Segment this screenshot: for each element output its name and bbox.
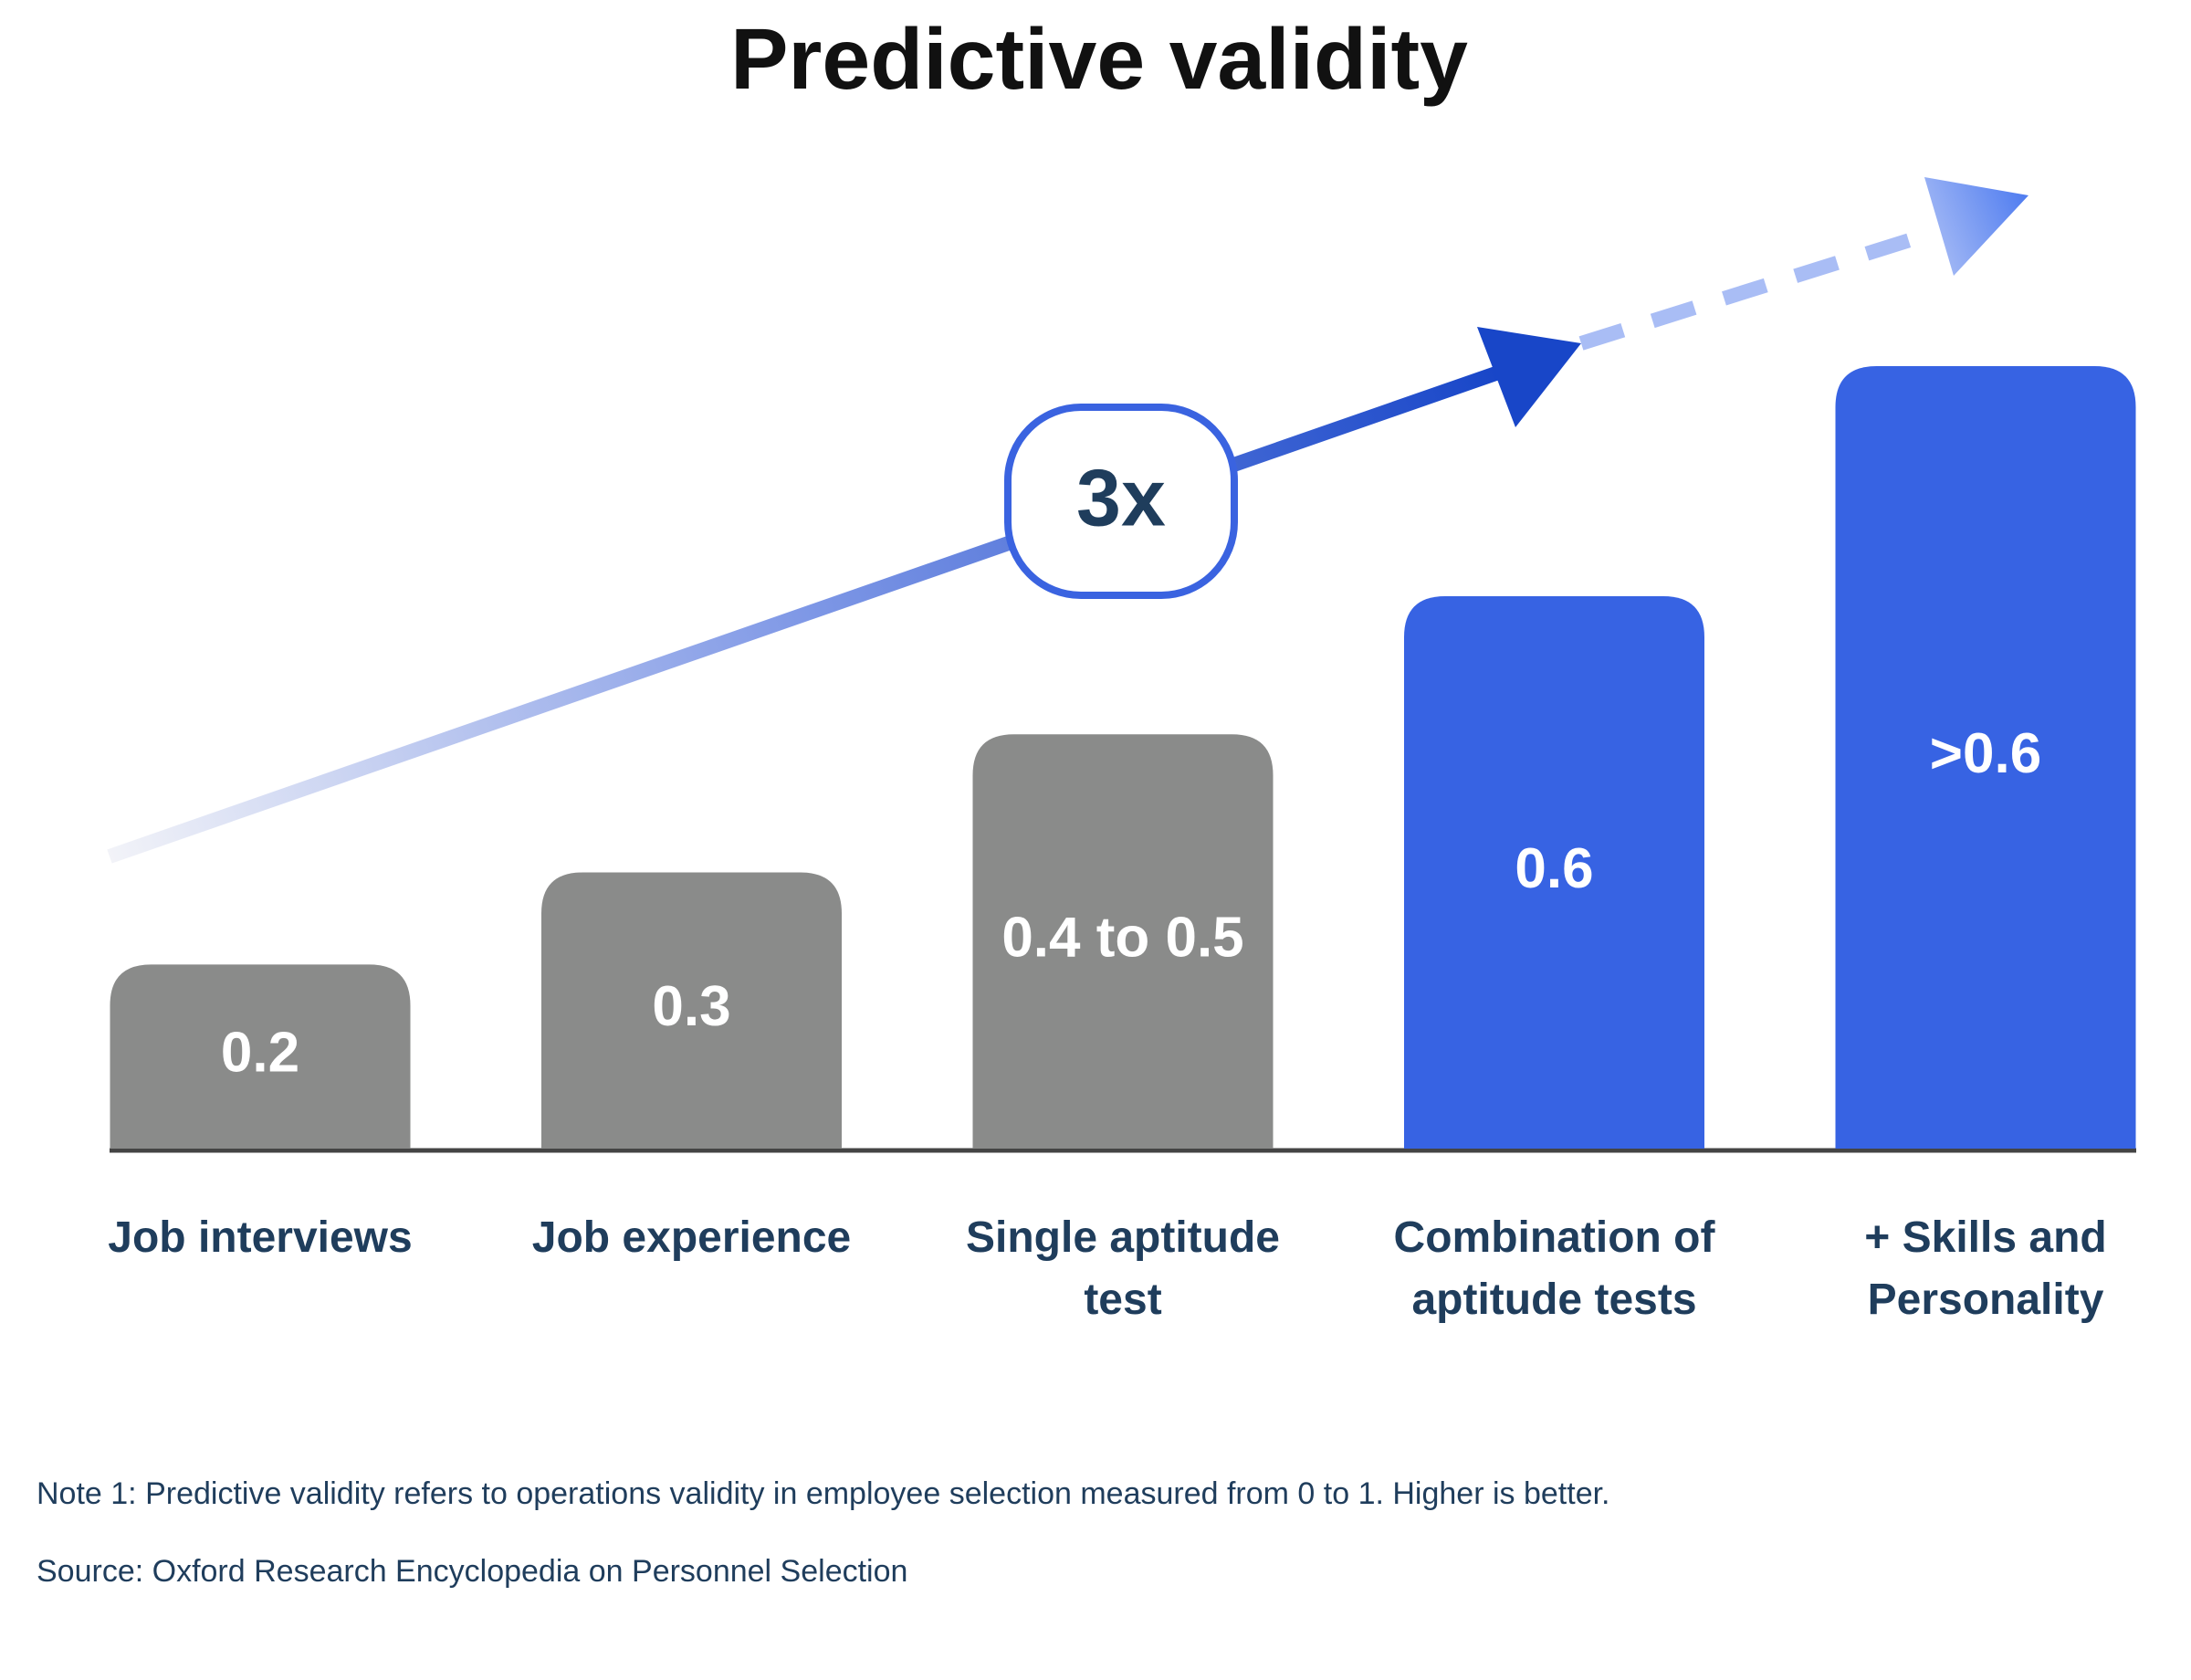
source: Source: Oxford Research Encyclopedia on … xyxy=(37,1554,907,1589)
x-tick-label: + Skills and Personality xyxy=(1864,1213,2107,1324)
bar xyxy=(1404,596,1704,1149)
chart-title: Predictive validity xyxy=(730,11,1468,108)
value-label: 0.3 xyxy=(652,975,730,1038)
arrow-head xyxy=(1477,327,1581,427)
x-tick-label: Combination of aptitude tests xyxy=(1393,1213,1715,1324)
bar xyxy=(541,872,842,1149)
bar xyxy=(110,964,411,1149)
value-label: 0.4 to 0.5 xyxy=(1001,907,1243,970)
annotation-box xyxy=(1004,404,1238,599)
value-label: 0.6 xyxy=(1515,837,1593,900)
note: Note 1: Predictive validity refers to op… xyxy=(37,1476,1610,1511)
bar xyxy=(972,734,1274,1149)
arrow-head xyxy=(1924,177,2029,276)
bar xyxy=(1835,366,2136,1149)
x-tick-label: Single aptitude test xyxy=(965,1213,1280,1324)
x-tick-label: Job experience xyxy=(531,1213,852,1262)
x-tick-label: Job interviews xyxy=(108,1213,413,1262)
value-label: >0.6 xyxy=(1930,722,2041,785)
trend-arrow xyxy=(107,362,1509,864)
annotation: 3x xyxy=(1076,452,1166,542)
value-label: 0.2 xyxy=(221,1022,299,1085)
projection-arrow xyxy=(1578,232,1915,351)
